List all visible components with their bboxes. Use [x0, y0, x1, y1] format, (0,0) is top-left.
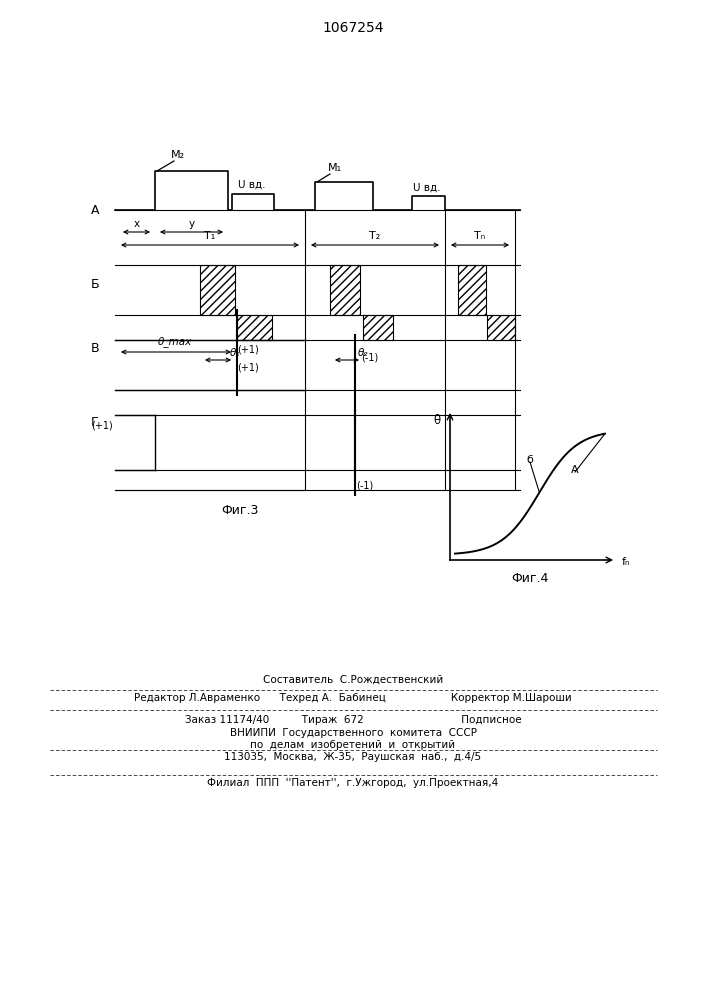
Text: A: A: [571, 465, 579, 475]
Text: θ₁: θ₁: [230, 348, 240, 358]
Text: (-1): (-1): [361, 353, 379, 363]
Text: fₙ: fₙ: [621, 557, 630, 567]
Text: (+1): (+1): [237, 345, 259, 355]
Text: U вд.: U вд.: [238, 180, 266, 190]
Text: y: y: [189, 219, 194, 229]
Text: M₂: M₂: [171, 150, 185, 160]
Text: T₂: T₂: [369, 231, 380, 241]
Text: Редактор Л.Авраменко      Техред А.  Бабинец                    Корректор М.Шаро: Редактор Л.Авраменко Техред А. Бабинец К…: [134, 693, 572, 703]
Text: Заказ 11174/40          Тираж  672                              Подписное: Заказ 11174/40 Тираж 672 Подписное: [185, 715, 521, 725]
Text: θ₂: θ₂: [358, 348, 368, 358]
Text: ВНИИПИ  Государственного  комитета  СССР: ВНИИПИ Государственного комитета СССР: [230, 728, 477, 738]
Text: M₁: M₁: [328, 163, 342, 173]
Text: 113035,  Москва,  Ж-35,  Раушская  наб.,  д.4/5: 113035, Москва, Ж-35, Раушская наб., д.4…: [224, 752, 481, 762]
Text: (-1): (-1): [356, 480, 373, 490]
Bar: [200, 265, 235, 315]
Text: Б: Б: [90, 278, 99, 292]
Bar: [487, 315, 515, 340]
Text: Фиг.4: Фиг.4: [511, 572, 549, 584]
Text: T₁: T₁: [204, 231, 216, 241]
Text: 1067254: 1067254: [322, 21, 384, 35]
Text: Филиал  ППП  ''Патент'',  г.Ужгород,  ул.Проектная,4: Филиал ППП ''Патент'', г.Ужгород, ул.Про…: [207, 778, 498, 788]
Text: Г: Г: [91, 416, 99, 430]
Text: В: В: [90, 342, 99, 355]
Text: U вд.: U вд.: [414, 183, 440, 193]
Bar: [237, 315, 272, 340]
Text: Составитель  С.Рождественский: Составитель С.Рождественский: [263, 675, 443, 685]
Text: Tₙ: Tₙ: [474, 231, 486, 241]
Text: Фиг.3: Фиг.3: [221, 504, 259, 516]
Bar: [458, 265, 486, 315]
Text: θ: θ: [433, 414, 440, 426]
Text: x: x: [134, 219, 139, 229]
Text: (+1): (+1): [91, 420, 113, 430]
Text: θ_max: θ_max: [158, 337, 192, 347]
Text: б: б: [527, 455, 534, 465]
Bar: [330, 265, 360, 315]
Text: (+1): (+1): [237, 362, 259, 372]
Bar: [363, 315, 393, 340]
Text: по  делам  изобретений  и  открытий: по делам изобретений и открытий: [250, 740, 455, 750]
Text: А: А: [90, 204, 99, 217]
